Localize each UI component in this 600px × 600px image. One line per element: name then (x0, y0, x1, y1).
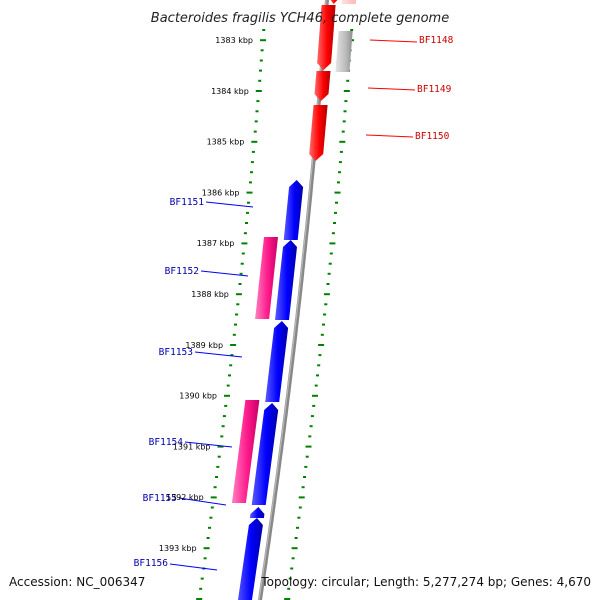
gene-leader-line (169, 563, 218, 571)
gene-label-BF1154[interactable]: BF1154 (149, 437, 184, 448)
scale-label: 1389 kbp (185, 341, 223, 350)
scale-label: 1387 kbp (197, 239, 235, 248)
gene-block-BF1152[interactable] (255, 237, 278, 319)
gene-label-BF1149[interactable]: BF1149 (417, 84, 452, 95)
gene-arrow-partial[interactable] (328, 0, 341, 4)
gene-label-BF1153[interactable]: BF1153 (159, 347, 193, 358)
scale-label: 1393 kbp (159, 544, 197, 553)
gene-arrow-BF1149[interactable] (314, 71, 331, 101)
gene-leader-line (184, 441, 233, 448)
gene-arrow-BF1156[interactable] (237, 518, 263, 600)
gene-leader-line (178, 497, 227, 506)
gene-label-BF1151[interactable]: BF1151 (170, 197, 205, 208)
gene-leader-line (205, 201, 254, 208)
gene-leader-line (200, 270, 249, 277)
gene-arrow-BF1150[interactable] (309, 105, 328, 161)
gene-arrow-partial[interactable] (341, 0, 357, 4)
gene-label-BF1150[interactable]: BF1150 (415, 131, 450, 142)
gene-label-BF1152[interactable]: BF1152 (165, 266, 199, 277)
gene-arrow-BF1151[interactable] (283, 180, 304, 240)
scale-label: 1385 kbp (207, 138, 245, 147)
gene-leader-line (365, 134, 414, 138)
gene-arrow-grey[interactable] (335, 31, 353, 72)
scale-label: 1390 kbp (179, 392, 217, 401)
gene-label-BF1148[interactable]: BF1148 (419, 35, 454, 46)
accession-text: Accession: NC_006347 (9, 575, 145, 589)
gene-arrow-BF1148[interactable] (317, 5, 336, 70)
topology-text: Topology: circular; Length: 5,277,274 bp… (260, 575, 591, 589)
scale-label: 1384 kbp (211, 87, 249, 96)
scale-label: 1383 kbp (215, 36, 253, 45)
gene-features (231, 0, 357, 600)
gene-label-BF1155[interactable]: BF1155 (143, 493, 177, 504)
gene-label-BF1156[interactable]: BF1156 (134, 558, 169, 569)
gene-leader-line (367, 87, 416, 91)
gene-arrow-BF1155[interactable] (249, 507, 265, 518)
scale-label: 1392 kbp (166, 493, 204, 502)
gene-arrow-BF1152[interactable] (275, 240, 297, 320)
scale-label: 1391 kbp (173, 442, 211, 451)
scale-label: 1388 kbp (191, 290, 229, 299)
gene-leader-line (369, 39, 418, 43)
gene-block-BF1154[interactable] (231, 400, 260, 503)
scale-label: 1386 kbp (202, 188, 240, 197)
gene-labels: BF1148 BF1149 BF1150 BF1151 BF1152 BF1153 BF11… (134, 35, 454, 571)
scale-ticks (196, 29, 354, 600)
gene-leader-line (194, 351, 243, 358)
map-title: Bacteroides fragilis YCH46, complete gen… (151, 11, 449, 26)
gene-arrow-BF1154[interactable] (251, 403, 279, 505)
scale-labels: 1383 kbp 1384 kbp 1385 kbp 1386 kbp 1387 kbp… (159, 36, 253, 553)
gene-arrow-BF1153[interactable] (265, 321, 289, 402)
